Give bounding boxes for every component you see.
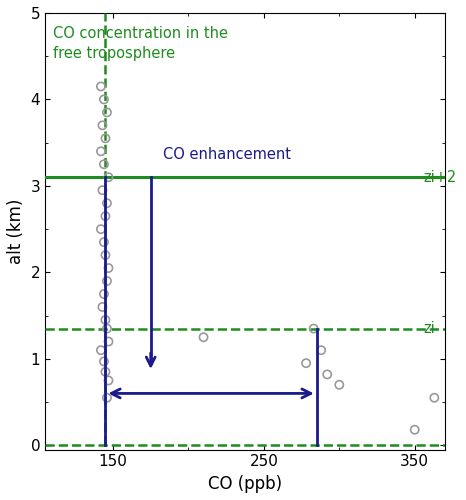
- Point: [102, 251, 109, 259]
- Point: [103, 324, 111, 332]
- Point: [100, 160, 108, 168]
- Point: [105, 264, 112, 272]
- Point: [317, 346, 325, 354]
- Point: [102, 316, 109, 324]
- Point: [105, 173, 112, 181]
- Text: CO enhancement: CO enhancement: [163, 147, 291, 162]
- Point: [102, 368, 109, 376]
- Point: [103, 199, 111, 207]
- Text: zi: zi: [424, 321, 436, 336]
- Point: [411, 426, 418, 434]
- Point: [103, 108, 111, 116]
- Point: [310, 324, 317, 332]
- Point: [100, 238, 108, 246]
- Point: [97, 346, 105, 354]
- Point: [200, 333, 207, 341]
- Point: [100, 358, 108, 366]
- Point: [103, 394, 111, 402]
- Point: [105, 376, 112, 384]
- X-axis label: CO (ppb): CO (ppb): [208, 475, 282, 493]
- Point: [99, 186, 106, 194]
- Point: [100, 96, 108, 104]
- Point: [103, 277, 111, 285]
- Point: [105, 338, 112, 345]
- Point: [97, 225, 105, 233]
- Text: CO concentration in the
free troposphere: CO concentration in the free troposphere: [53, 26, 228, 60]
- Point: [97, 148, 105, 156]
- Point: [431, 394, 438, 402]
- Point: [102, 134, 109, 142]
- Text: zi+2: zi+2: [424, 170, 457, 184]
- Point: [102, 212, 109, 220]
- Point: [336, 381, 343, 389]
- Point: [99, 122, 106, 130]
- Point: [97, 82, 105, 90]
- Point: [323, 370, 331, 378]
- Point: [100, 290, 108, 298]
- Point: [99, 303, 106, 311]
- Point: [302, 359, 310, 367]
- Y-axis label: alt (km): alt (km): [7, 198, 25, 264]
